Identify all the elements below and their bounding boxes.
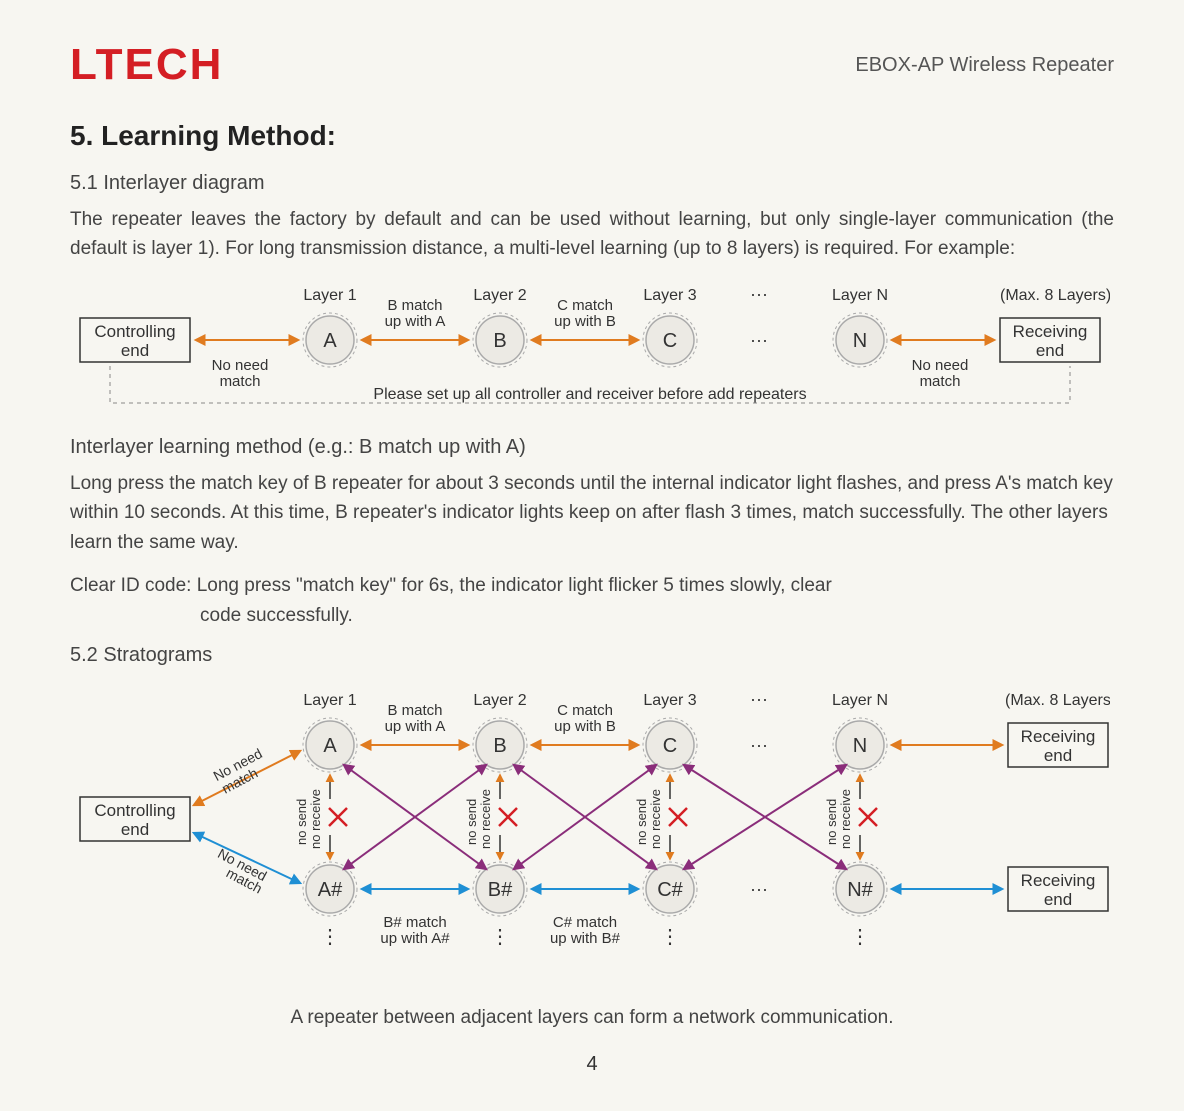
svg-text:B: B bbox=[493, 330, 506, 352]
svg-text:Layer 1: Layer 1 bbox=[303, 692, 356, 709]
svg-text:up with B: up with B bbox=[554, 313, 616, 330]
svg-text:no send: no send bbox=[464, 799, 479, 845]
svg-text:Layer 2: Layer 2 bbox=[473, 692, 526, 709]
svg-text:no send: no send bbox=[824, 799, 839, 845]
svg-text:Layer 1: Layer 1 bbox=[303, 287, 356, 304]
svg-text:Layer N: Layer N bbox=[832, 287, 888, 304]
svg-text:⋮: ⋮ bbox=[660, 926, 680, 948]
svg-text:N: N bbox=[853, 330, 867, 352]
svg-text:B match: B match bbox=[387, 297, 442, 314]
product-name: EBOX-AP Wireless Repeater bbox=[855, 54, 1114, 77]
section-title: 5. Learning Method: bbox=[70, 120, 1114, 152]
svg-text:N: N bbox=[853, 735, 867, 757]
inter-method-title: Interlayer learning method (e.g.: B matc… bbox=[70, 436, 1114, 459]
svg-text:···: ··· bbox=[750, 879, 768, 899]
svg-text:···: ··· bbox=[750, 689, 768, 709]
svg-text:Layer 3: Layer 3 bbox=[643, 692, 696, 709]
svg-text:up with A: up with A bbox=[385, 718, 446, 735]
svg-text:end: end bbox=[1036, 341, 1064, 360]
svg-text:(Max. 8 Layers): (Max. 8 Layers) bbox=[1005, 692, 1110, 709]
svg-text:⋮: ⋮ bbox=[490, 926, 510, 948]
svg-text:Layer N: Layer N bbox=[832, 692, 888, 709]
inter-method-p1: Long press the match key of B repeater f… bbox=[70, 469, 1114, 557]
svg-text:A: A bbox=[323, 330, 337, 352]
svg-text:end: end bbox=[1044, 746, 1072, 765]
svg-text:Controlling: Controlling bbox=[94, 801, 175, 820]
subhead-5-1: 5.1 Interlayer diagram bbox=[70, 172, 1114, 195]
svg-text:C: C bbox=[663, 330, 677, 352]
clear-id-p1: Clear ID code: Long press "match key" fo… bbox=[70, 571, 1114, 600]
subhead-5-2: 5.2 Stratograms bbox=[70, 644, 212, 667]
svg-text:A: A bbox=[323, 735, 337, 757]
svg-text:B match: B match bbox=[387, 702, 442, 719]
svg-text:N#: N# bbox=[847, 879, 873, 901]
svg-text:C match: C match bbox=[557, 297, 613, 314]
svg-text:⋮: ⋮ bbox=[320, 926, 340, 948]
svg-text:B: B bbox=[493, 735, 506, 757]
svg-text:C# match: C# match bbox=[553, 914, 617, 931]
svg-text:up with A#: up with A# bbox=[380, 930, 450, 947]
page-number: 4 bbox=[70, 1053, 1114, 1076]
svg-text:end: end bbox=[121, 820, 149, 839]
svg-text:Layer 3: Layer 3 bbox=[643, 287, 696, 304]
svg-text:No need: No need bbox=[212, 357, 269, 374]
svg-text:Receiving: Receiving bbox=[1021, 727, 1096, 746]
svg-text:up with B#: up with B# bbox=[550, 930, 621, 947]
svg-text:B#: B# bbox=[488, 879, 513, 901]
svg-text:end: end bbox=[121, 341, 149, 360]
svg-text:match: match bbox=[220, 373, 261, 390]
svg-text:no send: no send bbox=[634, 799, 649, 845]
svg-text:Controlling: Controlling bbox=[94, 322, 175, 341]
svg-text:no receive: no receive bbox=[648, 789, 663, 849]
svg-text:C: C bbox=[663, 735, 677, 757]
svg-text:···: ··· bbox=[750, 735, 768, 755]
svg-text:match: match bbox=[920, 373, 961, 390]
svg-text:C match: C match bbox=[557, 702, 613, 719]
svg-text:no receive: no receive bbox=[478, 789, 493, 849]
svg-text:(Max. 8 Layers): (Max. 8 Layers) bbox=[1000, 287, 1110, 304]
svg-text:Layer 2: Layer 2 bbox=[473, 287, 526, 304]
svg-text:···: ··· bbox=[750, 330, 768, 350]
svg-text:···: ··· bbox=[750, 284, 768, 304]
stratogram-diagram: ControllingendReceivingendReceivingendAL… bbox=[70, 687, 1110, 987]
svg-text:Receiving: Receiving bbox=[1013, 322, 1088, 341]
svg-text:C#: C# bbox=[657, 879, 683, 901]
svg-text:no receive: no receive bbox=[838, 789, 853, 849]
clear-id-p2: code successfully. bbox=[70, 601, 1114, 630]
interlayer-diagram: ControllingendReceivingendALayer 1BLayer… bbox=[70, 278, 1110, 418]
svg-text:end: end bbox=[1044, 890, 1072, 909]
svg-text:Please set up all controller a: Please set up all controller and receive… bbox=[373, 386, 806, 403]
svg-text:No need: No need bbox=[912, 357, 969, 374]
intro-paragraph: The repeater leaves the factory by defau… bbox=[70, 205, 1114, 264]
svg-text:B# match: B# match bbox=[383, 914, 446, 931]
svg-text:Receiving: Receiving bbox=[1021, 871, 1096, 890]
svg-text:up with A: up with A bbox=[385, 313, 446, 330]
footer-caption: A repeater between adjacent layers can f… bbox=[70, 1007, 1114, 1029]
svg-text:A#: A# bbox=[318, 879, 343, 901]
svg-text:up with B: up with B bbox=[554, 718, 616, 735]
svg-text:no receive: no receive bbox=[308, 789, 323, 849]
svg-text:no send: no send bbox=[294, 799, 309, 845]
logo: LTECH bbox=[70, 40, 223, 90]
svg-text:⋮: ⋮ bbox=[850, 926, 870, 948]
